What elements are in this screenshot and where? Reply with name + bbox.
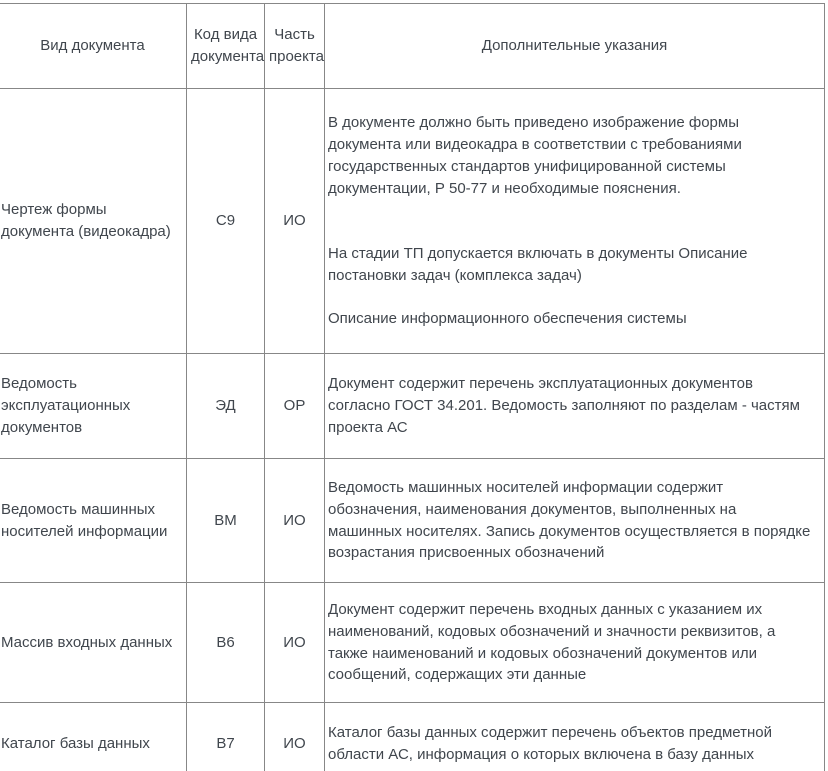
cell-project-part: ИО xyxy=(264,702,325,771)
header-code: Код вида документа xyxy=(186,3,265,89)
cell-project-part: ИО xyxy=(264,582,325,703)
cell-notes: Ведомость машинных носителей информации … xyxy=(324,458,825,583)
table-row: Чертеж формы документа (видеокадра) С9 И… xyxy=(0,88,825,354)
cell-notes: Документ содержит перечень эксплуатацион… xyxy=(324,353,825,459)
document-types-table: Вид документа Код вида документа Часть п… xyxy=(0,3,825,771)
table-header-row: Вид документа Код вида документа Часть п… xyxy=(0,3,825,89)
cell-notes: Документ содержит перечень входных данны… xyxy=(324,582,825,703)
table-row: Ведомость машинных носителей информации … xyxy=(0,458,825,583)
header-project-part: Часть проекта xyxy=(264,3,325,89)
cell-doc-type: Ведомость машинных носителей информации xyxy=(0,458,187,583)
cell-doc-type: Чертеж формы документа (видеокадра) xyxy=(0,88,187,354)
cell-notes: Каталог базы данных содержит перечень об… xyxy=(324,702,825,771)
cell-project-part: ИО xyxy=(264,88,325,354)
cell-code: ЭД xyxy=(186,353,265,459)
table-row: Ведомость эксплуатационных документов ЭД… xyxy=(0,353,825,459)
cell-doc-type: Каталог базы данных xyxy=(0,702,187,771)
cell-notes: В документе должно быть приведено изобра… xyxy=(324,88,825,354)
header-doc-type: Вид документа xyxy=(0,3,187,89)
table-row: Массив входных данных В6 ИО Документ сод… xyxy=(0,582,825,703)
cell-doc-type: Ведомость эксплуатационных документов xyxy=(0,353,187,459)
cell-code: В6 xyxy=(186,582,265,703)
cell-code: В7 xyxy=(186,702,265,771)
cell-project-part: ОР xyxy=(264,353,325,459)
cell-code: ВМ xyxy=(186,458,265,583)
header-notes: Дополнительные указания xyxy=(324,3,825,89)
cell-code: С9 xyxy=(186,88,265,354)
table-row: Каталог базы данных В7 ИО Каталог базы д… xyxy=(0,702,825,771)
cell-doc-type: Массив входных данных xyxy=(0,582,187,703)
cell-project-part: ИО xyxy=(264,458,325,583)
